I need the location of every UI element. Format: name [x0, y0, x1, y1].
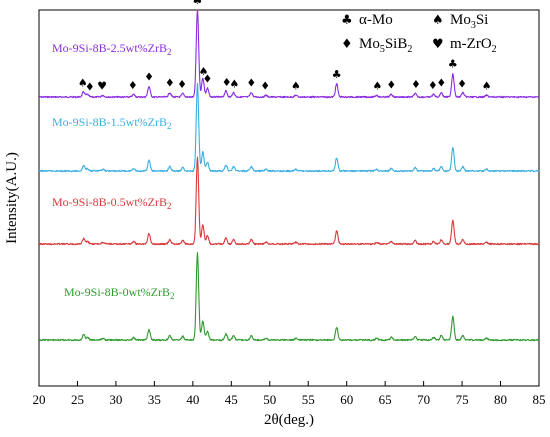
series-line-3 [38, 156, 540, 246]
phase-marker: ♥ [97, 80, 107, 93]
phase-marker: ♠ [291, 79, 301, 92]
phase-marker: ♦ [260, 80, 270, 93]
series-label: Mo-9Si-8B-0wt%ZrB2 [64, 285, 175, 301]
phase-marker: ♣ [332, 68, 342, 81]
x-axis-title: 2θ(deg.) [264, 412, 314, 428]
series-label: Mo-9Si-8B-2.5wt%ZrB2 [52, 41, 172, 57]
x-tick-label: 45 [225, 392, 238, 407]
phase-marker: ♠ [78, 77, 88, 90]
phase-marker: ♦ [203, 72, 213, 85]
x-tick-label: 20 [33, 392, 46, 407]
x-axis-ticks: 20 25 30 35 40 45 50 55 60 65 70 75 80 85 [33, 381, 546, 407]
x-tick-label: 70 [417, 392, 430, 407]
phase-marker: ♦ [436, 77, 446, 90]
x-tick-label: 55 [302, 392, 315, 407]
x-tick-label: 60 [340, 392, 353, 407]
legend-label: α-Mo [359, 12, 393, 28]
series-label: Mo-9Si-8B-0.5wt%ZrB2 [52, 195, 172, 211]
x-tick-label: 65 [379, 392, 392, 407]
diamond-icon: ♦ [341, 37, 353, 52]
x-tick-label: 85 [533, 392, 546, 407]
legend-label: Mo5SiB2 [359, 36, 412, 55]
phase-marker: ♠ [482, 79, 492, 92]
x-tick-label: 30 [109, 392, 122, 407]
x-tick-label: 50 [263, 392, 276, 407]
phase-marker: ♦ [177, 78, 187, 91]
x-tick-label: 75 [456, 392, 469, 407]
phase-legend: ♣ α-Mo ♠ Mo3Si ♦ Mo5SiB2 ♥ m-ZrO2 [341, 12, 497, 55]
phase-marker: ♦ [128, 79, 138, 92]
series-line-1 [38, 9, 540, 99]
series-label: Mo-9Si-8B-1.5wt%ZrB2 [52, 115, 172, 131]
phase-marker: ♦ [411, 78, 421, 91]
phase-marker: ♠ [229, 77, 239, 90]
phase-marker: ♦ [165, 77, 175, 90]
phase-marker: ♦ [222, 76, 232, 89]
plot-frame [38, 9, 540, 387]
x-tick-label: 25 [71, 392, 84, 407]
series-line-4 [38, 252, 540, 342]
phase-marker: ♦ [85, 81, 95, 94]
phase-marker: ♠ [373, 80, 383, 93]
phase-marker: ♠ [199, 65, 209, 78]
series-traces [38, 9, 540, 342]
club-icon: ♣ [341, 13, 353, 28]
phase-marker: ♦ [428, 79, 438, 92]
y-axis-title: Intensity(A.U.) [4, 152, 20, 244]
phase-marker: ♦ [386, 78, 396, 91]
series-labels: Mo-9Si-8B-2.5wt%ZrB2 Mo-9Si-8B-1.5wt%ZrB2… [52, 41, 175, 301]
legend-label: Mo3Si [450, 12, 488, 31]
spade-icon: ♠ [432, 13, 444, 28]
phase-marker: ♦ [457, 77, 467, 90]
heart-icon: ♥ [432, 37, 444, 52]
phase-marker: ♣ [448, 58, 458, 71]
x-tick-label: 80 [494, 392, 507, 407]
phase-marker: ♦ [246, 77, 256, 90]
series-line-2 [38, 82, 540, 173]
phase-marker: ♦ [144, 71, 154, 84]
phase-marker: ♣ [193, 0, 203, 7]
x-tick-label: 40 [186, 392, 199, 407]
legend-label: m-ZrO2 [450, 36, 497, 55]
x-tick-label: 35 [148, 392, 161, 407]
phase-markers: ♠♦ ♥ ♦♦ ♦ ♦♣♠♦ ♦♠ ♦ ♦ ♠♣♠ ♦ ♦ ♦♦♣♦ ♠ [78, 0, 492, 94]
